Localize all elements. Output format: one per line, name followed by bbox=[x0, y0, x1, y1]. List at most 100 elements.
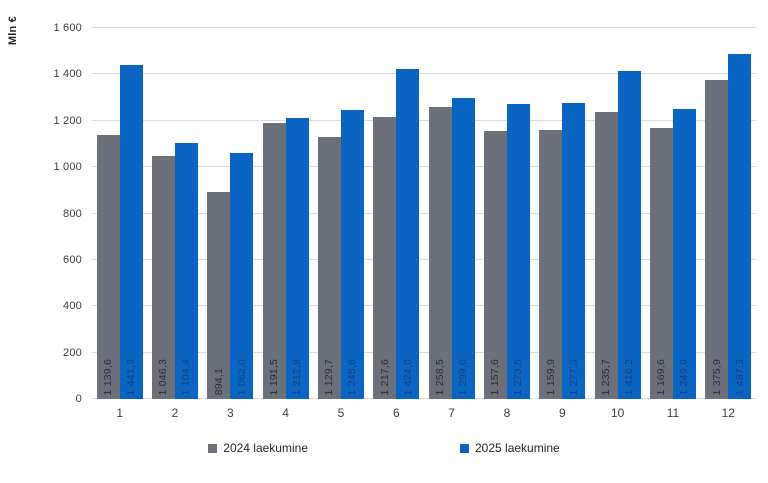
y-axis-title: Mln € bbox=[7, 16, 19, 46]
bar-value-label-wrap: 1 416,2 bbox=[618, 359, 641, 395]
legend-swatch-2024 bbox=[208, 443, 218, 453]
bar-2024-month-2: 1 046,3 bbox=[151, 156, 175, 399]
bar-value-label-wrap: 1 258,5 bbox=[429, 359, 452, 395]
bar-group-month-10: 1 235,7 1 416,2 bbox=[590, 28, 645, 399]
bar-value-label-wrap: 1 129,7 bbox=[318, 359, 341, 395]
bar-2024-month-4: 1 191,5 bbox=[262, 122, 286, 399]
bar-value-label: 1 191,5 bbox=[268, 358, 281, 395]
bar-value-label: 1 235,7 bbox=[600, 358, 613, 395]
bar-value-label-wrap: 1 273,5 bbox=[507, 359, 530, 395]
bar-value-label: 1 299,0 bbox=[457, 358, 470, 395]
gridline bbox=[92, 305, 756, 307]
bar-value-label-wrap: 1 441,3 bbox=[120, 359, 143, 395]
bar-value-label: 1 212,8 bbox=[291, 358, 304, 395]
bar-value-label-wrap: 1 424,0 bbox=[396, 359, 419, 395]
bar-value-label: 894,1 bbox=[212, 367, 225, 395]
gridline bbox=[92, 212, 756, 214]
bar-value-label: 1 416,2 bbox=[623, 358, 636, 395]
y-tick-label: 600 bbox=[63, 253, 82, 266]
bar-value-label: 1 139,6 bbox=[102, 358, 115, 395]
bar-value-label: 1 441,3 bbox=[125, 358, 138, 395]
bar-value-label-wrap: 1 277,3 bbox=[562, 359, 585, 395]
bar-group-month-5: 1 129,7 1 245,6 bbox=[313, 28, 368, 399]
legend-label-2025: 2025 laekumine bbox=[475, 441, 560, 455]
bar-2025-month-12: 1 487,3 bbox=[728, 54, 752, 399]
bar-2025-month-4: 1 212,8 bbox=[285, 117, 309, 399]
bar-2025-month-11: 1 249,9 bbox=[672, 109, 696, 399]
legend-item-2025: 2025 laekumine bbox=[460, 441, 560, 455]
bar-value-label-wrap: 1 191,5 bbox=[263, 359, 286, 395]
bar-value-label: 1 424,0 bbox=[401, 358, 414, 395]
plot-area: 0 200 400 600 800 1 000 1 200 1 400 1 600 1 139,6… bbox=[53, 22, 756, 405]
bar-value-label-wrap: 1 157,6 bbox=[484, 359, 507, 395]
y-tick-label: 0 bbox=[75, 393, 82, 405]
bar-2024-month-6: 1 217,6 bbox=[373, 116, 397, 399]
bar-value-label: 1 245,6 bbox=[346, 358, 359, 395]
gridline bbox=[92, 351, 756, 353]
bar-2024-month-10: 1 235,7 bbox=[594, 112, 618, 399]
legend-swatch-2025 bbox=[460, 443, 469, 453]
bar-group-month-9: 1 159,9 1 277,3 bbox=[535, 28, 590, 399]
x-tick-label: 4 bbox=[282, 406, 289, 420]
y-tick-label: 200 bbox=[63, 346, 82, 359]
bar-group-month-7: 1 258,5 1 299,0 bbox=[424, 28, 479, 399]
bar-value-label: 1 249,9 bbox=[678, 358, 691, 395]
bar-2024-month-11: 1 169,6 bbox=[649, 127, 673, 399]
bar-2024-month-5: 1 129,7 bbox=[317, 137, 341, 399]
bar-value-label-wrap: 1 299,0 bbox=[452, 359, 475, 395]
bar-groups: 1 139,6 1 441,3 1 046,3 1 104,4 894,1 1 062,0… bbox=[92, 28, 756, 399]
x-tick-label: 12 bbox=[721, 406, 735, 420]
bar-2024-month-8: 1 157,6 bbox=[483, 130, 507, 399]
bar-2025-month-1: 1 441,3 bbox=[119, 64, 143, 399]
x-tick-label: 3 bbox=[226, 406, 234, 420]
bar-2024-month-9: 1 159,9 bbox=[539, 130, 563, 399]
bar-value-label-wrap: 1 159,9 bbox=[539, 359, 562, 395]
gridline bbox=[92, 398, 756, 399]
bar-value-label: 1 169,6 bbox=[655, 358, 668, 395]
bar-2025-month-5: 1 245,6 bbox=[340, 110, 364, 399]
bar-value-label: 1 277,3 bbox=[567, 358, 580, 395]
bar-value-label: 1 273,5 bbox=[512, 358, 525, 395]
y-tick-label: 1 600 bbox=[53, 22, 82, 34]
x-tick-label: 6 bbox=[392, 406, 400, 420]
bar-value-label-wrap: 1 375,9 bbox=[705, 359, 728, 395]
bar-group-month-8: 1 157,6 1 273,5 bbox=[479, 28, 534, 399]
bar-value-label-wrap: 1 487,3 bbox=[728, 359, 751, 395]
bar-2025-month-9: 1 277,3 bbox=[562, 102, 586, 399]
bar-value-label-wrap: 1 169,6 bbox=[650, 359, 673, 395]
bar-value-label: 1 375,9 bbox=[710, 358, 723, 395]
x-tick-label: 7 bbox=[448, 406, 455, 420]
gridline bbox=[92, 258, 756, 260]
bar-value-label-wrap: 1 245,6 bbox=[341, 359, 364, 395]
bar-group-month-2: 1 046,3 1 104,4 bbox=[147, 28, 202, 399]
bar-group-month-6: 1 217,6 1 424,0 bbox=[369, 28, 424, 399]
x-tick-label: 9 bbox=[558, 406, 566, 420]
bar-group-month-1: 1 139,6 1 441,3 bbox=[92, 28, 147, 399]
y-tick-label: 1 400 bbox=[53, 68, 82, 81]
bar-2025-month-8: 1 273,5 bbox=[506, 103, 530, 399]
bar-2025-month-2: 1 104,4 bbox=[174, 142, 198, 399]
bar-value-label: 1 487,3 bbox=[733, 358, 746, 395]
bar-2025-month-3: 1 062,0 bbox=[230, 152, 254, 399]
y-tick-label: 400 bbox=[63, 300, 82, 313]
bar-value-label: 1 129,7 bbox=[323, 358, 336, 395]
bar-2025-month-10: 1 416,2 bbox=[617, 70, 641, 399]
x-tick-label: 2 bbox=[171, 406, 179, 420]
gridline bbox=[92, 27, 756, 28]
bar-value-label: 1 217,6 bbox=[378, 358, 391, 395]
bar-value-label-wrap: 1 217,6 bbox=[373, 359, 396, 395]
x-axis-labels: 1 2 3 4 5 6 7 8 9 10 11 12 bbox=[92, 406, 756, 420]
bar-group-month-12: 1 375,9 1 487,3 bbox=[701, 28, 756, 399]
bar-2024-month-3: 894,1 bbox=[207, 191, 231, 399]
bar-value-label-wrap: 1 139,6 bbox=[97, 359, 120, 395]
bar-2024-month-1: 1 139,6 bbox=[96, 134, 120, 399]
bar-value-label-wrap: 1 249,9 bbox=[673, 359, 696, 395]
bar-group-month-4: 1 191,5 1 212,8 bbox=[258, 28, 313, 399]
bar-value-label-wrap: 1 104,4 bbox=[175, 359, 198, 395]
bar-value-label-wrap: 894,1 bbox=[207, 368, 230, 395]
bar-2024-month-7: 1 258,5 bbox=[428, 107, 452, 399]
legend-item-2024: 2024 laekumine bbox=[208, 441, 308, 455]
bar-value-label: 1 046,3 bbox=[157, 358, 170, 395]
x-tick-label: 11 bbox=[666, 406, 680, 420]
bar-group-month-11: 1 169,6 1 249,9 bbox=[645, 28, 700, 399]
